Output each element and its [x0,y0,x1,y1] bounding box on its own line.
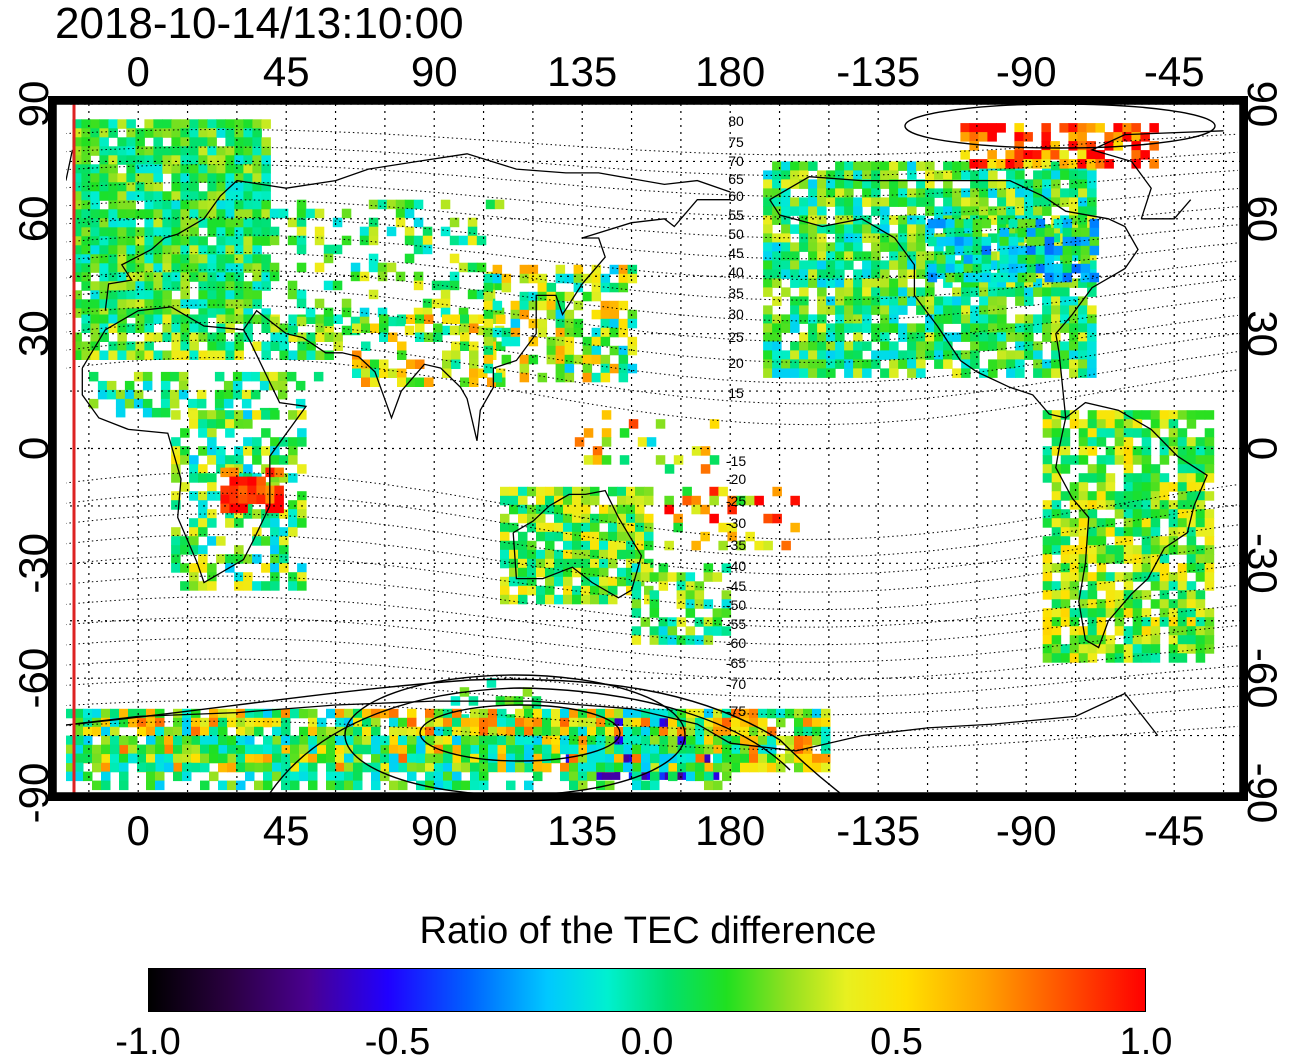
lat-label-left: 90 [10,81,57,128]
latitude-labels-right: 90 60 30 0 -30 -60 -90 [1239,81,1286,824]
lon-label-top: 90 [411,48,458,95]
lat-label-right: 30 [1239,310,1286,357]
mag-lat-label: 55 [728,207,744,223]
colorbar [148,968,1146,1012]
mag-lat-label: 50 [728,226,744,242]
mag-lat-label: 60 [728,188,744,204]
lon-label-bottom: -135 [836,807,920,854]
mag-lat-label: 75 [728,134,744,150]
lon-label-top: 180 [695,48,765,95]
tec-map: 8075706560555045403530252015-15-20-25-30… [10,48,1286,854]
coastline [81,306,308,584]
frame-bottom-bar [48,793,1248,801]
mag-lat-label: -75 [726,703,746,719]
mag-lat-label: -35 [726,537,746,553]
lon-label-top: 45 [263,48,310,95]
lat-label-left: 60 [10,195,57,242]
colorbar-title: Ratio of the TEC difference [419,910,877,952]
lon-label-top: 135 [547,48,617,95]
mag-lat-label: 20 [728,355,744,371]
coastline [1055,401,1208,649]
mag-lat-label: 25 [728,329,744,345]
latitude-labels-left: 90 60 30 0 -30 -60 -90 [10,81,57,824]
colorbar-tick-label: -0.5 [364,1021,431,1063]
graticule [66,104,1240,793]
mag-lat-label: 40 [728,264,744,280]
lon-label-bottom: 0 [127,807,150,854]
lat-label-left: 30 [10,310,57,357]
lon-label-bottom: 180 [695,807,765,854]
lon-label-bottom: 135 [547,807,617,854]
mag-lat-label: -30 [726,515,746,531]
coastline [242,199,731,441]
mag-lat-label: 70 [728,153,744,169]
lon-label-top: -135 [836,48,920,95]
colorbar-tick-label: -1.0 [115,1021,181,1063]
frame-right-bar [1240,96,1248,801]
mag-lat-label: -25 [726,493,746,509]
lon-label-bottom: -90 [996,807,1057,854]
lat-label-right: -30 [1239,533,1286,594]
mag-lat-label: -15 [726,453,746,469]
coastline [72,692,1159,752]
lon-label-top: -45 [1144,48,1205,95]
lat-label-left: -90 [10,763,57,824]
magnetic-latitude-lines [66,129,1239,751]
colorbar-tick-label: 1.0 [1119,1021,1173,1063]
lat-label-left: -30 [10,533,57,594]
mag-lat-label: -55 [726,616,746,632]
mag-lat-label: 80 [728,113,744,129]
magnetic-auroral-lines [66,104,1216,793]
mag-lat-label: -70 [726,676,746,692]
mag-lat-label: -50 [726,597,746,613]
mag-lat-label: 65 [728,171,744,187]
lat-label-left: -60 [10,648,57,709]
frame-top-bar [48,96,1248,104]
lat-label-right: 60 [1239,195,1286,242]
frame-left-bar [48,96,56,801]
longitude-labels-top: 0 45 90 135 180 -135 -90 -45 [127,48,1205,95]
colorbar-tick-label: 0.0 [620,1021,674,1063]
lon-label-top: 0 [127,48,150,95]
lon-label-bottom: -45 [1144,807,1205,854]
mag-lat-label: 35 [728,285,744,301]
timestamp: 2018-10-14/13:10:00 [55,0,464,48]
lat-label-right: 0 [1239,437,1286,460]
mag-lat-label: 15 [728,385,744,401]
mag-lat-label: -40 [726,558,746,574]
mag-lat-label: -65 [726,655,746,671]
lon-label-bottom: 45 [263,807,310,854]
lon-label-top: -90 [996,48,1057,95]
mag-lat-label: 45 [728,245,744,261]
coastline [66,130,1224,220]
colorbar-tick-label: 0.5 [870,1021,923,1063]
lat-label-right: 90 [1239,81,1286,128]
lat-label-left: 0 [10,437,57,460]
mag-lat-label: -60 [726,635,746,651]
coastline [512,489,643,599]
lat-label-right: -60 [1239,648,1286,709]
mag-lat-label: 30 [728,306,744,322]
mag-lat-label: -20 [726,471,746,487]
mag-lat-label: -45 [726,578,746,594]
lat-label-right: -90 [1239,763,1286,824]
coastline [769,176,1139,419]
lon-label-bottom: 90 [411,807,458,854]
longitude-labels-bottom: 0 45 90 135 180 -135 -90 -45 [127,807,1205,854]
